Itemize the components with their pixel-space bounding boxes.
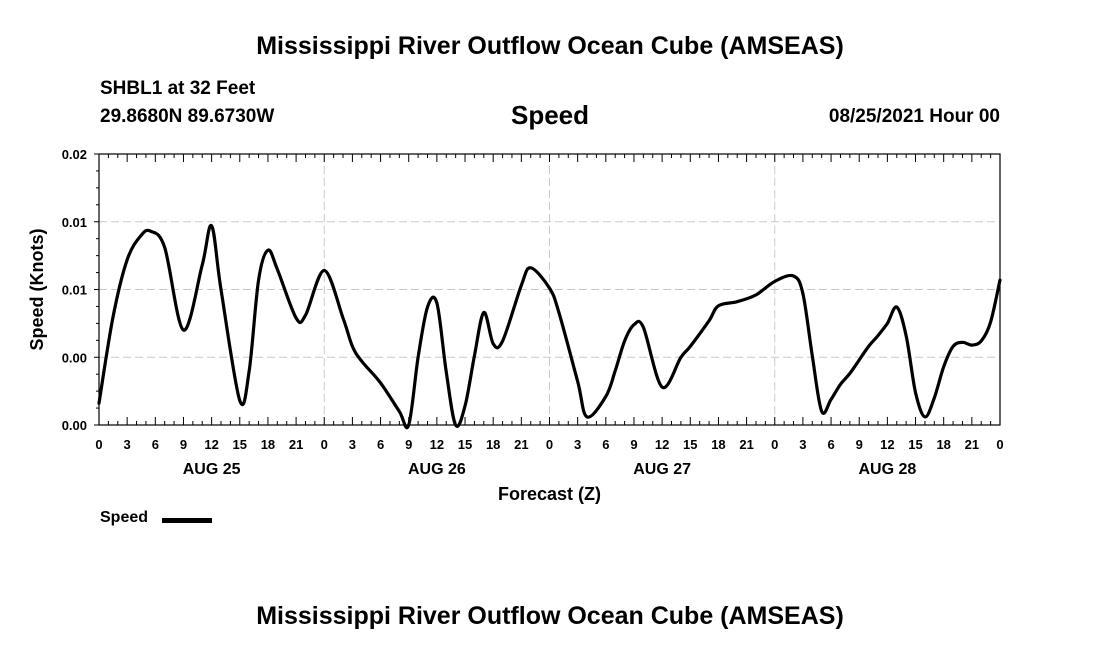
x-tick-label: 21 bbox=[965, 437, 979, 452]
y-tick-label: 0.00 bbox=[62, 418, 87, 433]
x-tick-label: 0 bbox=[546, 437, 553, 452]
x-tick-label: 3 bbox=[574, 437, 581, 452]
x-tick-label: 21 bbox=[289, 437, 303, 452]
footer-title: Mississippi River Outflow Ocean Cube (AM… bbox=[256, 602, 844, 630]
legend-swatch bbox=[162, 518, 212, 523]
y-tick-label: 0.01 bbox=[62, 283, 87, 298]
x-tick-label: 12 bbox=[880, 437, 894, 452]
day-label: AUG 26 bbox=[408, 461, 466, 478]
datetime-label: 08/25/2021 Hour 00 bbox=[828, 106, 1000, 127]
x-tick-label: 9 bbox=[405, 437, 412, 452]
x-tick-label: 3 bbox=[349, 437, 356, 452]
y-axis-title: Speed (Knots) bbox=[27, 228, 47, 350]
x-tick-label: 9 bbox=[180, 437, 187, 452]
x-tick-label: 21 bbox=[739, 437, 753, 452]
day-label: AUG 27 bbox=[633, 461, 691, 478]
x-tick-label: 12 bbox=[204, 437, 218, 452]
legend-label: Speed bbox=[100, 509, 149, 526]
x-tick-label: 0 bbox=[321, 437, 328, 452]
x-tick-label: 9 bbox=[630, 437, 637, 452]
station-label: SHBL1 at 32 Feet bbox=[100, 78, 256, 99]
x-tick-label: 12 bbox=[655, 437, 669, 452]
x-tick-label: 15 bbox=[683, 437, 697, 452]
y-tick-label: 0.01 bbox=[62, 215, 87, 230]
y-tick-label: 0.00 bbox=[62, 350, 87, 365]
x-tick-label: 6 bbox=[827, 437, 834, 452]
x-tick-label: 15 bbox=[458, 437, 472, 452]
x-tick-label: 15 bbox=[233, 437, 247, 452]
day-label: AUG 28 bbox=[858, 461, 916, 478]
chart-title: Mississippi River Outflow Ocean Cube (AM… bbox=[256, 32, 844, 60]
x-axis-title: Forecast (Z) bbox=[498, 484, 601, 504]
x-tick-label: 18 bbox=[261, 437, 275, 452]
variable-label: Speed bbox=[510, 100, 590, 130]
x-tick-label: 12 bbox=[430, 437, 444, 452]
y-tick-label: 0.02 bbox=[62, 147, 87, 162]
x-tick-label: 3 bbox=[799, 437, 806, 452]
day-label: AUG 25 bbox=[183, 461, 241, 478]
series-line-speed bbox=[97, 224, 1002, 430]
x-tick-label: 21 bbox=[514, 437, 528, 452]
x-tick-label: 6 bbox=[377, 437, 384, 452]
x-tick-label: 0 bbox=[996, 437, 1003, 452]
x-tick-label: 0 bbox=[95, 437, 102, 452]
x-tick-label: 15 bbox=[908, 437, 922, 452]
x-tick-label: 0 bbox=[771, 437, 778, 452]
x-tick-label: 18 bbox=[936, 437, 950, 452]
coordinates-label: 29.8680N 89.6730W bbox=[100, 106, 275, 127]
x-tick-label: 18 bbox=[711, 437, 725, 452]
x-tick-label: 6 bbox=[152, 437, 159, 452]
x-tick-label: 3 bbox=[124, 437, 131, 452]
x-tick-label: 18 bbox=[486, 437, 500, 452]
x-tick-label: 6 bbox=[602, 437, 609, 452]
x-tick-label: 9 bbox=[856, 437, 863, 452]
